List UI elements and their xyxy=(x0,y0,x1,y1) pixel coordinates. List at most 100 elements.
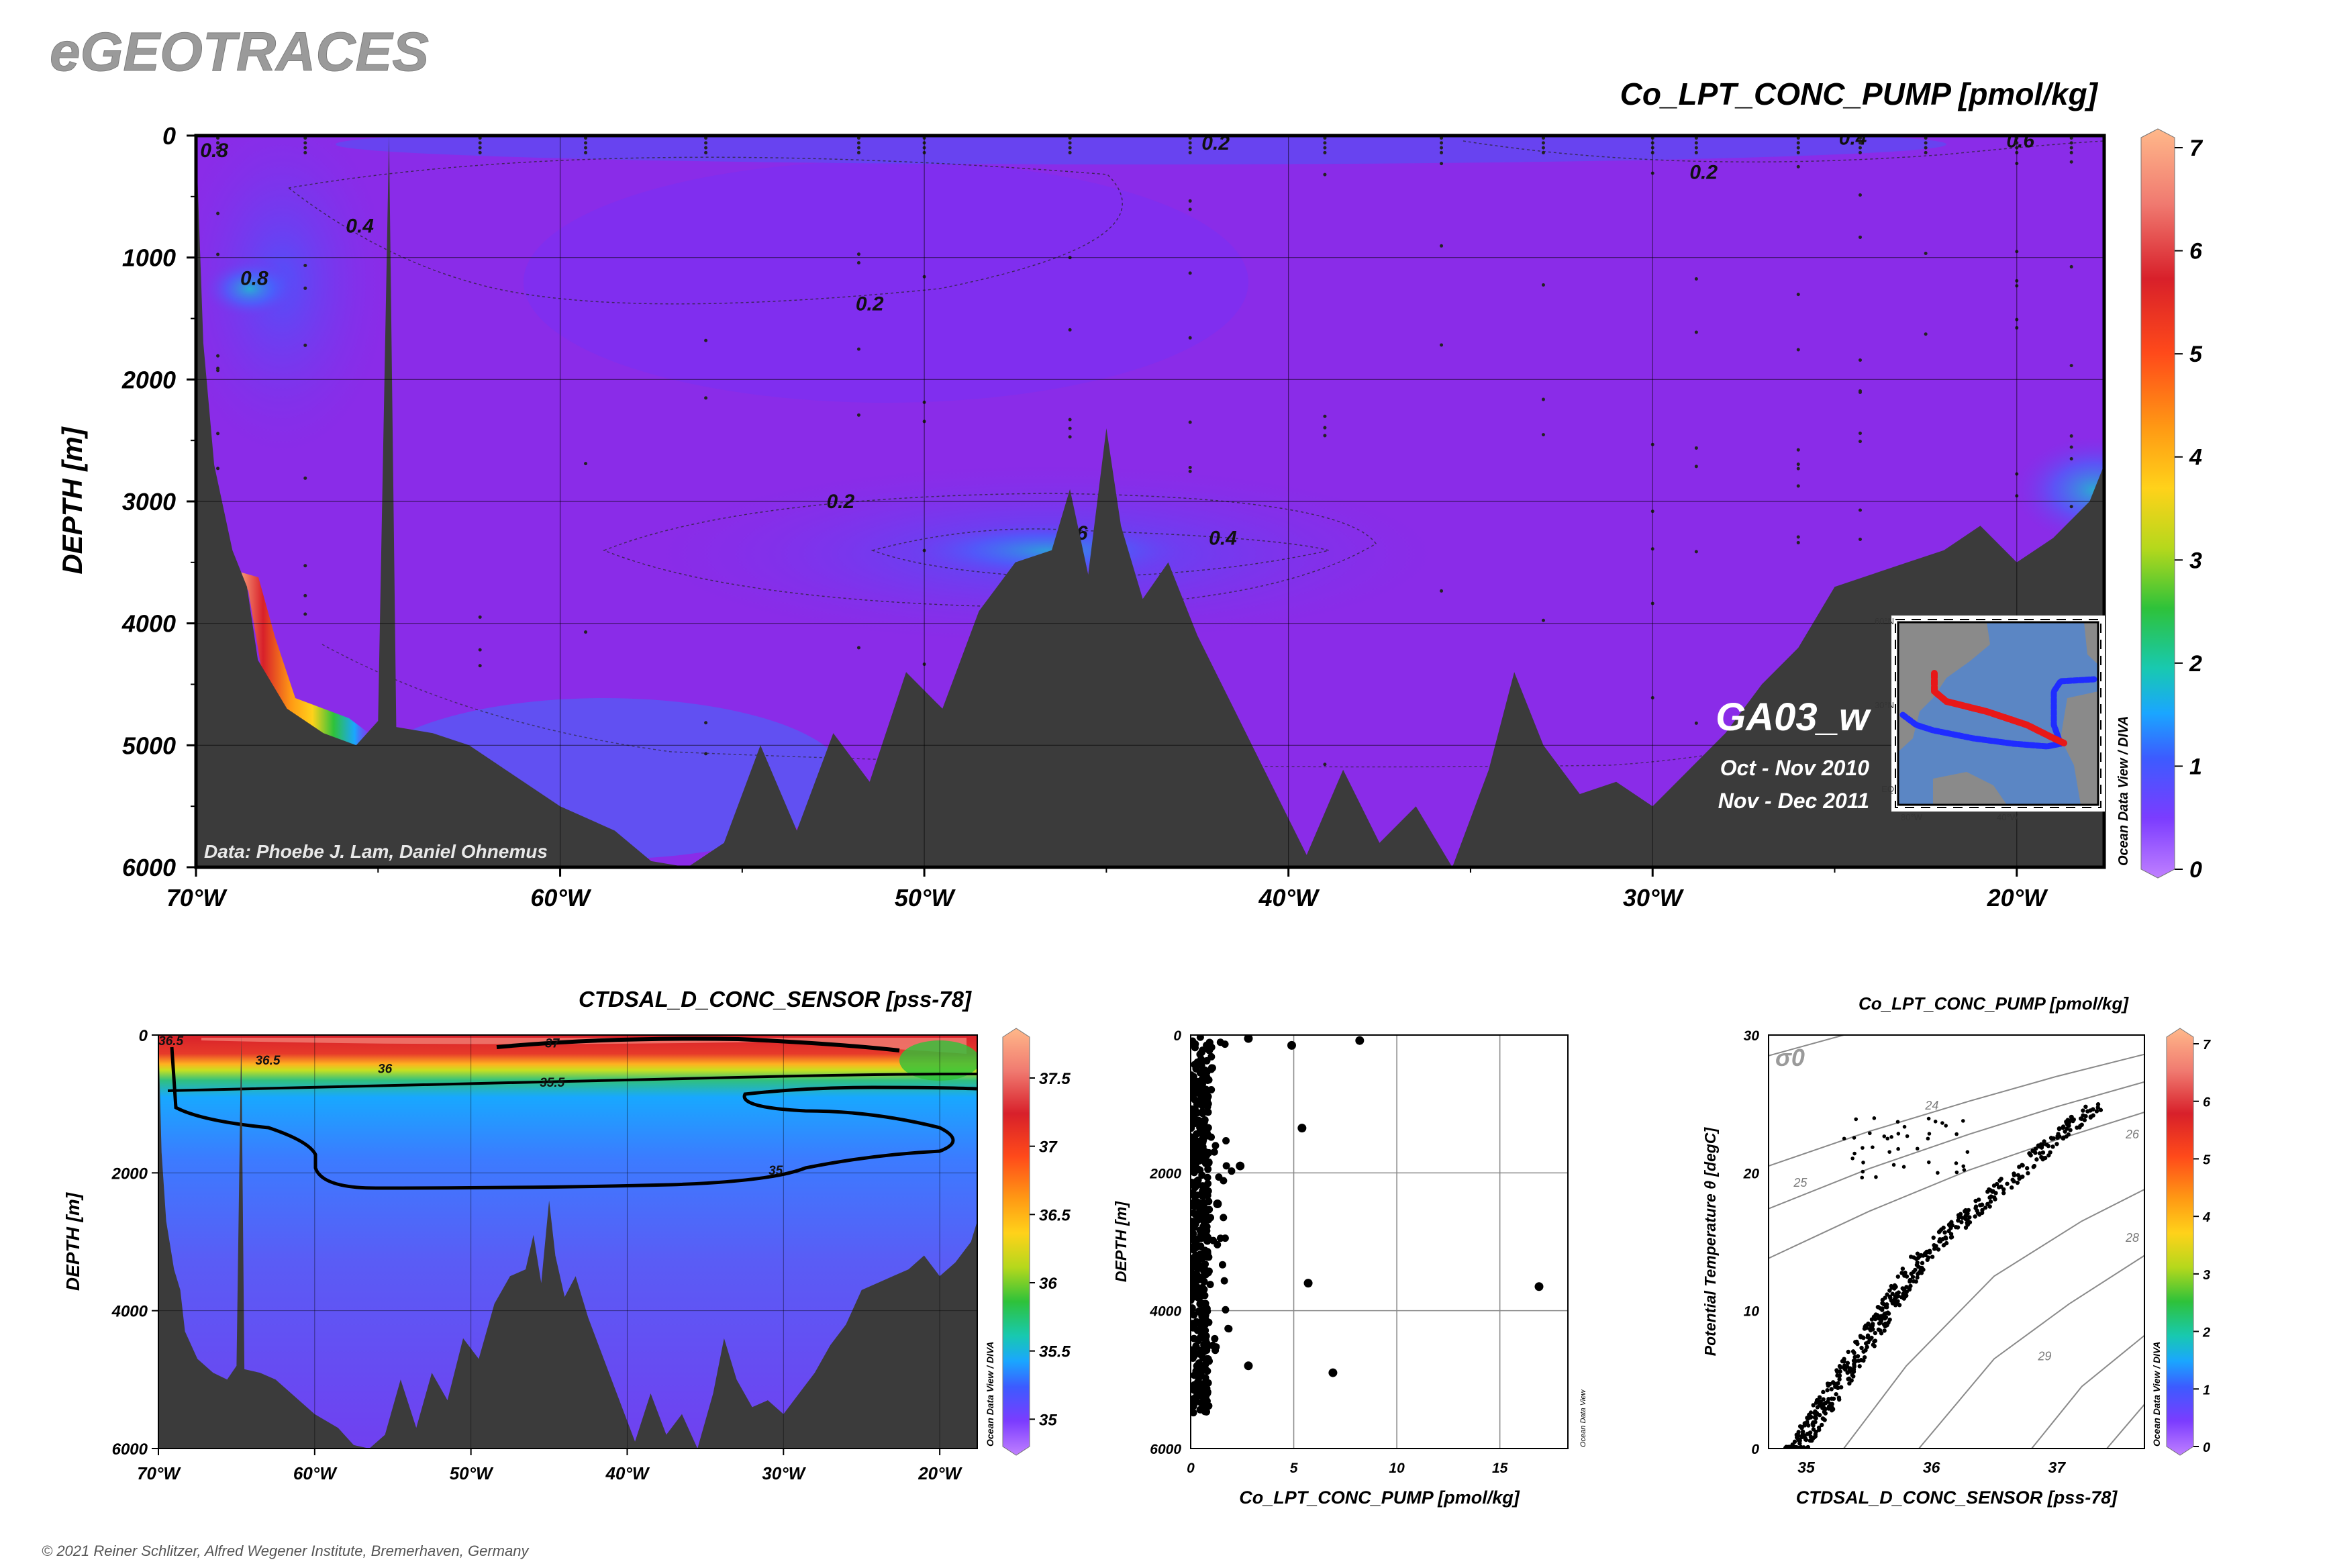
main-sample-dot xyxy=(216,467,220,471)
salinity-contour-label: 35.5 xyxy=(540,1076,564,1090)
main-sample-dot xyxy=(1796,348,1800,352)
profile-point xyxy=(1199,1046,1207,1055)
ts-point xyxy=(1815,1405,1820,1410)
ts-point xyxy=(1915,1146,1920,1151)
ts-point xyxy=(2055,1135,2060,1140)
ts-point xyxy=(2098,1108,2103,1112)
main-sample-dot xyxy=(303,476,307,480)
main-sample-dot xyxy=(704,141,708,145)
salinity-contour-35 xyxy=(170,1046,977,1190)
main-colorbar-tick-label: 3 xyxy=(2189,548,2202,573)
ts-point xyxy=(1829,1396,1834,1401)
ts-isopycnal-line xyxy=(1769,1053,2144,1167)
main-sample-dot xyxy=(1440,162,1444,166)
profile-point xyxy=(1191,1291,1198,1299)
main-sample-dot xyxy=(1694,150,1698,154)
ts-point xyxy=(2001,1191,2006,1195)
ts-point xyxy=(1921,1267,1926,1272)
profile-point xyxy=(1211,1334,1219,1342)
ts-point xyxy=(1887,1288,1892,1293)
profile-y-axis-label: DEPTH [m] xyxy=(1112,1201,1130,1282)
ts-point xyxy=(1863,1324,1867,1329)
ts-point xyxy=(1872,1339,1877,1344)
profile-point xyxy=(1204,1093,1212,1101)
ts-point xyxy=(1930,1255,1935,1259)
ts-point xyxy=(1801,1445,1806,1449)
ts-point xyxy=(2095,1105,2100,1110)
profile-point xyxy=(1328,1368,1338,1377)
ts-point xyxy=(2005,1181,2010,1186)
salinity-x-tick-label: 30°W xyxy=(762,1463,806,1483)
main-sample-dot xyxy=(1694,330,1698,334)
copyright-footer: © 2021 Reiner Schlitzer, Alfred Wegener … xyxy=(42,1542,530,1559)
ts-point xyxy=(1908,1277,1913,1283)
main-sample-dot xyxy=(1858,358,1862,362)
main-sample-dot xyxy=(1323,146,1327,150)
main-sample-dot xyxy=(704,338,708,342)
ts-point xyxy=(2020,1174,2025,1179)
ts-point xyxy=(1797,1441,1802,1446)
ts-isopycnal-label: 25 xyxy=(1793,1176,1808,1189)
ts-point xyxy=(1822,1402,1826,1406)
ts-point xyxy=(1965,1150,1970,1154)
ts-point xyxy=(1926,1160,1931,1165)
cruise-period-2: Nov - Dec 2011 xyxy=(1718,789,1869,813)
ts-point xyxy=(2028,1153,2033,1158)
main-sample-dot xyxy=(1440,141,1444,145)
main-sample-dot xyxy=(704,146,708,150)
main-sample-dot xyxy=(1188,207,1192,211)
ts-point xyxy=(2001,1187,2006,1192)
ts-point xyxy=(1832,1381,1837,1386)
main-sample-dot xyxy=(2069,434,2073,438)
profile-point xyxy=(1202,1085,1210,1093)
profile-point xyxy=(1198,1171,1206,1179)
main-sample-dot xyxy=(1694,277,1698,281)
main-sample-dot xyxy=(584,141,588,145)
ts-point xyxy=(1811,1403,1816,1408)
ts-point xyxy=(2048,1136,2054,1140)
main-x-tick-label: 70°W xyxy=(166,884,228,912)
ts-point xyxy=(1901,1286,1906,1291)
ts-point xyxy=(2012,1179,2016,1184)
ts-point xyxy=(1854,1117,1859,1122)
profile-point xyxy=(1191,1120,1199,1128)
ts-point xyxy=(1873,1316,1878,1322)
main-sample-dot xyxy=(1924,332,1928,336)
ts-point xyxy=(1919,1271,1924,1275)
main-sample-dot xyxy=(1541,141,1545,145)
ts-point xyxy=(2079,1116,2084,1121)
profile-point xyxy=(1193,1181,1201,1189)
ts-y-tick-label: 10 xyxy=(1744,1304,1760,1320)
salinity-contour-label: 37 xyxy=(545,1036,560,1050)
ts-point xyxy=(1940,1121,1944,1125)
ts-point xyxy=(1860,1175,1865,1180)
ts-point xyxy=(1879,1314,1883,1319)
ts-point xyxy=(1865,1335,1871,1340)
main-sample-dot xyxy=(1323,141,1327,145)
salinity-colorbar: 35 35.5 36 36.5 37 37.5 Ocean Data View / DIV… xyxy=(985,1028,1071,1456)
ts-point xyxy=(1866,1340,1871,1344)
ts-point xyxy=(1882,1134,1887,1138)
salinity-bathymetry xyxy=(158,1035,977,1449)
ts-point xyxy=(1879,1331,1884,1336)
ts-point xyxy=(1927,1132,1932,1136)
profile-point xyxy=(1216,1234,1224,1242)
profile-point xyxy=(1196,1388,1204,1396)
ts-point xyxy=(1926,1136,1930,1141)
profile-point xyxy=(1224,1324,1232,1332)
profile-point xyxy=(1201,1336,1209,1344)
main-sample-dot xyxy=(1323,150,1327,154)
main-sample-dot xyxy=(1796,293,1800,297)
ts-point xyxy=(1896,1146,1900,1151)
ts-point xyxy=(1857,1364,1862,1369)
main-sample-dot xyxy=(2069,364,2073,368)
ts-point xyxy=(1863,1348,1868,1353)
ts-point xyxy=(1851,1367,1856,1372)
main-sample-dot xyxy=(1323,414,1327,418)
inset-europe xyxy=(2084,622,2098,665)
main-sample-dot xyxy=(1068,328,1072,332)
ts-point xyxy=(2046,1153,2051,1158)
main-contour-label: 0.8 xyxy=(240,268,268,290)
ts-point xyxy=(1821,1389,1826,1395)
ts-colorbar-tick-label: 7 xyxy=(2203,1038,2211,1052)
